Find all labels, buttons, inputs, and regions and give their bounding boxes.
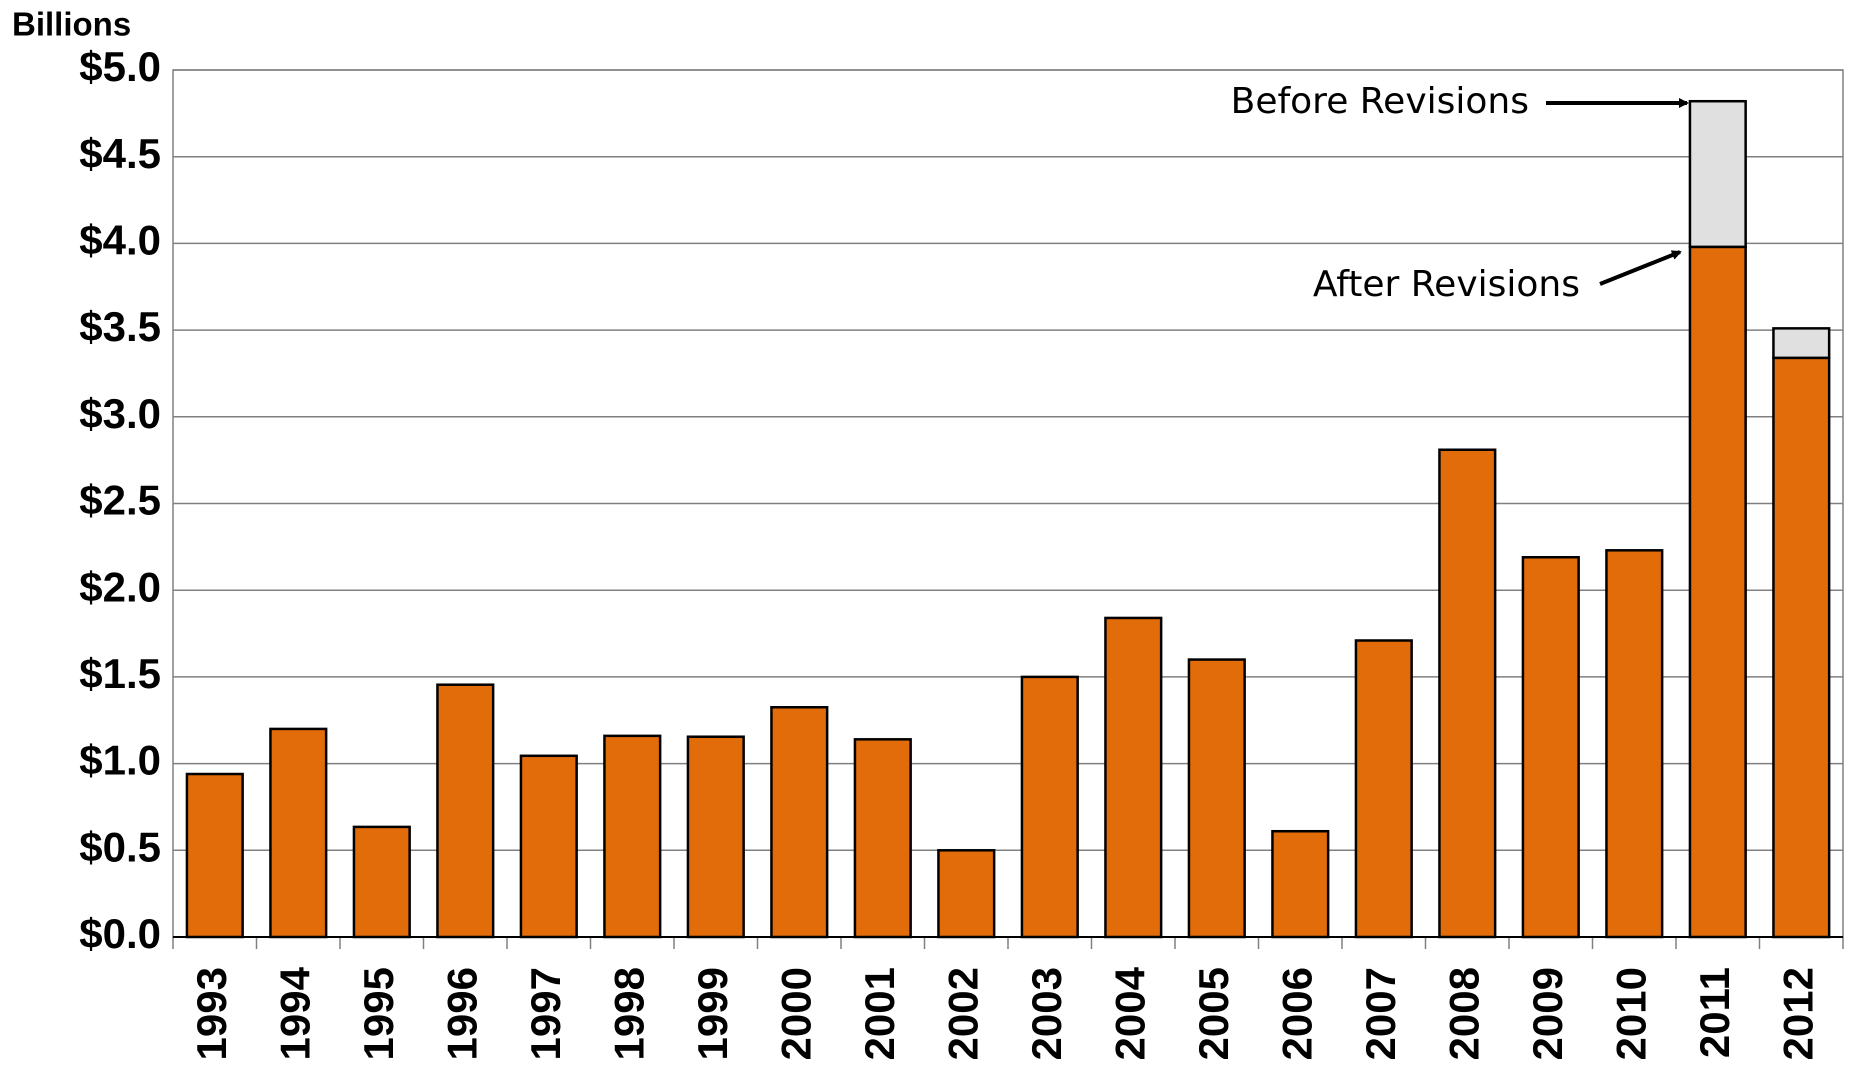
x-tick-label: 2003 xyxy=(1023,967,1070,1060)
x-tick-label: 1996 xyxy=(438,967,485,1060)
y-tick-label: $0.5 xyxy=(79,823,161,870)
y-tick-label: $5.0 xyxy=(79,43,161,90)
arrow xyxy=(1599,250,1682,286)
y-tick-label: $4.5 xyxy=(79,130,161,177)
x-tick-label: 2006 xyxy=(1273,967,1320,1060)
x-tick-label: 2009 xyxy=(1524,967,1571,1060)
annotation: Before Revisions xyxy=(1231,81,1529,122)
bar-segment xyxy=(770,705,829,939)
bar-segment xyxy=(937,849,996,939)
x-tick-label: 2010 xyxy=(1607,967,1654,1060)
x-tick-label: 2012 xyxy=(1774,967,1821,1060)
x-tick-label: 2002 xyxy=(939,967,986,1060)
bar-segment xyxy=(269,727,328,939)
y-tick-label: $1.5 xyxy=(79,650,161,697)
bar-segment xyxy=(436,683,495,939)
bar-segment xyxy=(1271,829,1330,939)
bar-segment xyxy=(185,772,244,939)
x-tick-label: 1997 xyxy=(522,967,569,1060)
y-tick-label: $1.0 xyxy=(79,737,161,784)
x-tick-label: 2000 xyxy=(772,967,819,1060)
y-tick-label: $0.0 xyxy=(79,910,161,957)
bar-segment xyxy=(1688,245,1747,939)
x-tick-label: 2005 xyxy=(1190,967,1237,1060)
x-tick-label: 1999 xyxy=(689,967,736,1060)
bar-segment xyxy=(1438,448,1497,939)
x-tick-label: 1998 xyxy=(605,967,652,1060)
y-tick-label: $2.0 xyxy=(79,563,161,610)
bar-segment xyxy=(1605,549,1664,939)
bar-segment xyxy=(603,734,662,939)
x-tick-label: 2001 xyxy=(856,967,903,1060)
y-axis-label: Billions xyxy=(12,6,131,43)
x-tick-label: 2008 xyxy=(1440,967,1487,1060)
bar-segment xyxy=(1688,99,1747,249)
bar-segment xyxy=(1521,556,1580,939)
x-tick-label: 1994 xyxy=(271,966,318,1060)
bar-segment xyxy=(1772,356,1831,939)
bar-segment xyxy=(519,754,578,939)
bar-segment xyxy=(853,738,912,939)
x-tick-label: 2004 xyxy=(1106,966,1153,1060)
x-tick-label: 1993 xyxy=(188,967,235,1060)
bar-segment xyxy=(1104,616,1163,939)
y-tick-label: $4.0 xyxy=(79,216,161,263)
bar-segment xyxy=(352,825,411,939)
y-tick-label: $3.5 xyxy=(79,303,161,350)
x-tick-label: 2007 xyxy=(1357,967,1404,1060)
bar-segment xyxy=(1020,675,1079,939)
x-tick-label: 2011 xyxy=(1691,967,1738,1058)
bar-segment xyxy=(1187,658,1246,939)
bar-segment xyxy=(1354,639,1413,939)
y-tick-label: $2.5 xyxy=(79,477,161,524)
annotation: After Revisions xyxy=(1313,264,1580,305)
x-tick-label: 1995 xyxy=(355,967,402,1060)
y-tick-label: $3.0 xyxy=(79,390,161,437)
bar-segment xyxy=(686,735,745,939)
bar-segment xyxy=(1772,327,1831,360)
